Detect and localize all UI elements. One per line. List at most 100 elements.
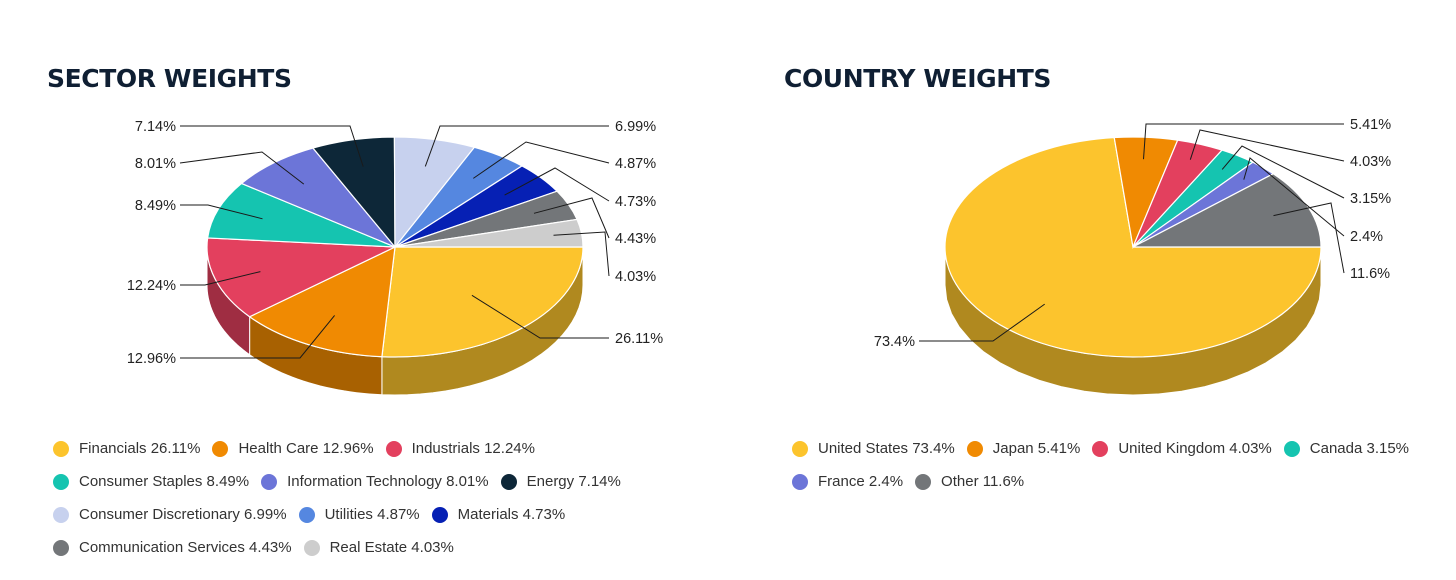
legend-swatch: [298, 506, 315, 523]
leader-line-real-estate: [553, 231, 610, 277]
leader-line-united-kingdom: [1189, 129, 1345, 162]
legend-label: Materials 4.73%: [457, 506, 566, 523]
data-label-industrials: 12.24%: [127, 278, 176, 294]
pie-slices: [944, 136, 1322, 358]
legend-item-industrials[interactable]: Industrials 12.24%: [385, 440, 535, 457]
sector-weights-panel: SECTOR WEIGHTS 26.11% 12.96% 12.24% 8.49% 8.…: [47, 64, 663, 564]
slice-health-care[interactable]: [248, 245, 396, 358]
leader-line-consumer-discretionary: [424, 125, 609, 167]
data-label-materials: 4.73%: [615, 194, 656, 210]
data-label-united-states: 73.4%: [874, 334, 915, 350]
legend-swatch: [500, 473, 517, 490]
slice-consumer-staples[interactable]: [206, 182, 396, 248]
legend-item-canada[interactable]: Canada 3.15%: [1283, 440, 1410, 457]
legend-label: Consumer Discretionary 6.99%: [79, 506, 287, 523]
data-label-energy: 7.14%: [135, 119, 176, 135]
leader-line-united-states: [919, 303, 1045, 342]
leader-line-france: [1243, 157, 1345, 237]
data-label-united-kingdom: 4.03%: [1350, 154, 1391, 170]
legend-swatch: [792, 440, 808, 457]
data-label-communication-services: 4.43%: [615, 231, 656, 247]
data-label-health-care: 12.96%: [127, 351, 176, 367]
legend-swatch: [212, 440, 229, 457]
legend-row: United States 73.4% Japan 5.41% United Kin…: [792, 432, 1421, 465]
sector-weights-pie: 26.11% 12.96% 12.24% 8.49% 8.01% 7.14% 6.99% 4.…: [127, 119, 663, 396]
slice-information-technology[interactable]: [240, 147, 396, 248]
legend-item-real-estate[interactable]: Real Estate 4.03%: [303, 539, 454, 556]
legend-swatch: [792, 473, 808, 490]
pie-data-labels: 26.11% 12.96% 12.24% 8.49% 8.01% 7.14% 6.99% 4.…: [127, 119, 663, 367]
legend-item-utilities[interactable]: Utilities 4.87%: [298, 506, 420, 523]
legend-swatch: [261, 473, 278, 490]
pie-slices: [206, 136, 584, 358]
legend-label: Other 11.6%: [941, 473, 1025, 490]
legend-label: Financials 26.11%: [79, 440, 201, 457]
data-label-financials: 26.11%: [615, 331, 663, 347]
data-label-real-estate: 4.03%: [615, 269, 656, 285]
leader-line-other: [1273, 202, 1345, 274]
legend-row: Consumer Staples 8.49% Information Techno…: [53, 465, 633, 498]
legend-label: Utilities 4.87%: [324, 506, 420, 523]
data-label-other: 11.6%: [1350, 266, 1390, 282]
leader-line-information-technology: [179, 151, 305, 185]
country-weights-pie: 73.4% 5.41% 4.03% 3.15% 2.4% 11.6%: [874, 117, 1391, 396]
legend-item-communication-services[interactable]: Communication Services 4.43%: [53, 539, 292, 556]
leader-line-industrials: [180, 271, 261, 286]
leader-line-utilities: [473, 141, 610, 179]
leader-line-health-care: [180, 315, 335, 359]
pie-data-labels: 73.4% 5.41% 4.03% 3.15% 2.4% 11.6%: [874, 117, 1391, 350]
legend-item-other[interactable]: Other 11.6%: [915, 473, 1024, 490]
legend-label: Information Technology 8.01%: [287, 473, 489, 490]
leader-line-consumer-staples: [180, 204, 263, 220]
legend-label: United States 73.4%: [818, 440, 955, 457]
legend-swatch: [431, 506, 448, 523]
legend-item-japan[interactable]: Japan 5.41%: [966, 440, 1081, 457]
leader-line-communication-services: [533, 197, 610, 239]
legend-label: Consumer Staples 8.49%: [79, 473, 250, 490]
legend-item-consumer-staples[interactable]: Consumer Staples 8.49%: [53, 473, 249, 490]
legend-row: Consumer Discretionary 6.99% Utilities 4.…: [53, 498, 633, 531]
leader-line-japan: [1143, 123, 1344, 160]
legend-swatch: [915, 473, 932, 490]
legend-item-materials[interactable]: Materials 4.73%: [431, 506, 566, 523]
legend-item-information-technology[interactable]: Information Technology 8.01%: [261, 473, 489, 490]
legend-item-health-care[interactable]: Health Care 12.96%: [212, 440, 374, 457]
legend-label: France 2.4%: [818, 473, 904, 490]
data-label-japan: 5.41%: [1350, 117, 1391, 133]
sector-weights-title: SECTOR WEIGHTS: [47, 64, 292, 93]
slice-industrials[interactable]: [206, 237, 396, 318]
legend-item-france[interactable]: France 2.4%: [792, 473, 903, 490]
legend-row: France 2.4% Other 11.6%: [792, 465, 1421, 498]
legend-item-financials[interactable]: Financials 26.11%: [53, 440, 200, 457]
country-weights-panel: COUNTRY WEIGHTS 73.4% 5.41% 4.03% 3.15% 2.4%…: [738, 0, 1456, 580]
legend-swatch: [303, 539, 320, 556]
legend-swatch: [53, 473, 69, 490]
data-label-utilities: 4.87%: [615, 156, 656, 172]
sector-weights-legend: Financials 26.11% Health Care 12.96% Indus…: [53, 432, 633, 564]
legend-swatch: [53, 506, 69, 523]
legend-swatch: [1283, 440, 1300, 457]
legend-label: Japan 5.41%: [992, 440, 1081, 457]
legend-label: United Kingdom 4.03%: [1118, 440, 1272, 457]
data-label-france: 2.4%: [1350, 229, 1383, 245]
data-label-consumer-discretionary: 6.99%: [615, 119, 656, 135]
country-weights-title: COUNTRY WEIGHTS: [784, 64, 1052, 93]
legend-swatch: [53, 539, 69, 556]
legend-item-united-kingdom[interactable]: United Kingdom 4.03%: [1092, 440, 1272, 457]
data-label-canada: 3.15%: [1350, 191, 1391, 207]
legend-label: Communication Services 4.43%: [79, 539, 292, 556]
country-weights-legend: United States 73.4% Japan 5.41% United Kin…: [792, 432, 1421, 498]
legend-label: Energy 7.14%: [526, 473, 621, 490]
legend-label: Industrials 12.24%: [411, 440, 535, 457]
legend-item-energy[interactable]: Energy 7.14%: [500, 473, 621, 490]
data-label-consumer-staples: 8.49%: [135, 198, 176, 214]
data-label-information-technology: 8.01%: [135, 156, 176, 172]
leader-line-energy: [180, 125, 364, 167]
legend-label: Canada 3.15%: [1309, 440, 1410, 457]
legend-item-united-states[interactable]: United States 73.4%: [792, 440, 955, 457]
leader-line-financials: [471, 294, 609, 339]
legend-swatch: [53, 440, 69, 457]
legend-item-consumer-discretionary[interactable]: Consumer Discretionary 6.99%: [53, 506, 287, 523]
legend-row: Financials 26.11% Health Care 12.96% Indus…: [53, 432, 633, 465]
leader-line-canada: [1221, 145, 1345, 199]
